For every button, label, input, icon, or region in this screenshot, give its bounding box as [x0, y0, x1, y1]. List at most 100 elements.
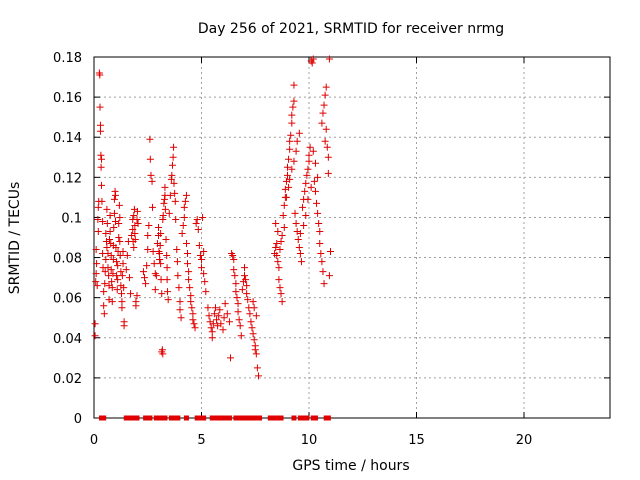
data-point [286, 145, 294, 153]
data-point [112, 191, 119, 199]
y-tick-label: 0.12 [53, 171, 82, 186]
data-point [176, 298, 184, 306]
data-point [316, 227, 324, 235]
data-point [288, 111, 296, 119]
data-point [188, 304, 196, 312]
data-point [323, 143, 331, 151]
data-point [192, 219, 200, 227]
data-point [292, 147, 300, 155]
y-tick-label: 0.14 [53, 131, 82, 146]
data-point [190, 320, 198, 328]
data-point [156, 256, 164, 264]
data-point [156, 242, 164, 250]
data-point [119, 260, 127, 268]
data-point [293, 137, 301, 145]
data-point [163, 252, 171, 260]
data-point [194, 225, 202, 233]
data-point [169, 153, 177, 161]
data-point [243, 282, 251, 290]
data-point [324, 153, 332, 161]
data-point [157, 276, 165, 284]
data-point-zero [168, 415, 174, 421]
data-point [286, 175, 294, 183]
data-point [151, 286, 159, 294]
y-tick-label: 0 [74, 412, 82, 427]
data-point [134, 219, 142, 227]
data-point [145, 221, 153, 229]
data-point [115, 201, 123, 209]
data-point [286, 137, 294, 145]
data-point [116, 213, 124, 221]
data-point [299, 203, 307, 211]
data-point [320, 101, 328, 109]
data-point [249, 298, 257, 306]
data-point [120, 322, 128, 330]
data-point [234, 300, 242, 308]
data-point [118, 298, 126, 306]
data-point [184, 250, 192, 258]
data-point [296, 250, 304, 258]
data-point [110, 195, 118, 203]
data-point [309, 147, 317, 155]
data-point [99, 217, 107, 225]
data-point [146, 135, 154, 143]
data-point [225, 318, 233, 326]
data-point [97, 163, 105, 171]
data-point [96, 103, 104, 111]
data-point [246, 310, 254, 318]
data-point [287, 131, 295, 139]
data-point [130, 244, 138, 252]
grid [94, 57, 610, 418]
data-point-zero [175, 415, 181, 421]
data-point [159, 211, 167, 219]
data-point [115, 219, 123, 227]
data-point [213, 316, 221, 324]
data-point-zero [143, 415, 149, 421]
data-point [110, 223, 118, 231]
data-point [113, 258, 121, 266]
data-point [91, 320, 99, 328]
data-point [98, 197, 106, 205]
data-points [91, 55, 334, 421]
data-point [321, 137, 329, 145]
data-point [320, 280, 328, 288]
data-point [319, 268, 327, 276]
data-point [232, 288, 240, 296]
data-point [232, 280, 240, 288]
data-point [272, 219, 280, 227]
data-point [201, 278, 209, 286]
data-point [200, 248, 208, 256]
data-point [193, 215, 201, 223]
data-point [275, 276, 283, 284]
data-point [170, 179, 178, 187]
data-point [302, 211, 310, 219]
x-tick-label: 20 [516, 433, 533, 448]
data-point [133, 215, 141, 223]
data-point [215, 312, 223, 320]
data-point [294, 236, 302, 244]
data-point [290, 157, 298, 165]
data-point [171, 189, 179, 197]
data-point [159, 350, 167, 358]
data-point [291, 209, 299, 217]
data-point [166, 191, 174, 199]
data-point [250, 336, 258, 344]
data-point [125, 274, 133, 282]
data-point [196, 252, 204, 260]
data-point [327, 248, 334, 256]
data-point-zero [130, 415, 136, 421]
data-point [316, 240, 324, 248]
data-point [172, 215, 180, 223]
y-tick-label: 0.16 [53, 91, 82, 106]
data-point [176, 306, 184, 314]
axis-ticks: 0 0.02 0.04 0.06 0.08 0.1 0.12 0.14 0.16 0.18 0 5 10… [53, 51, 610, 448]
data-point [146, 155, 154, 163]
data-point [147, 171, 155, 179]
data-point [174, 272, 182, 280]
data-point [96, 71, 104, 79]
data-point [100, 310, 108, 318]
data-point [230, 256, 238, 264]
data-point [313, 199, 321, 207]
data-point [98, 155, 106, 163]
data-point [195, 242, 203, 250]
